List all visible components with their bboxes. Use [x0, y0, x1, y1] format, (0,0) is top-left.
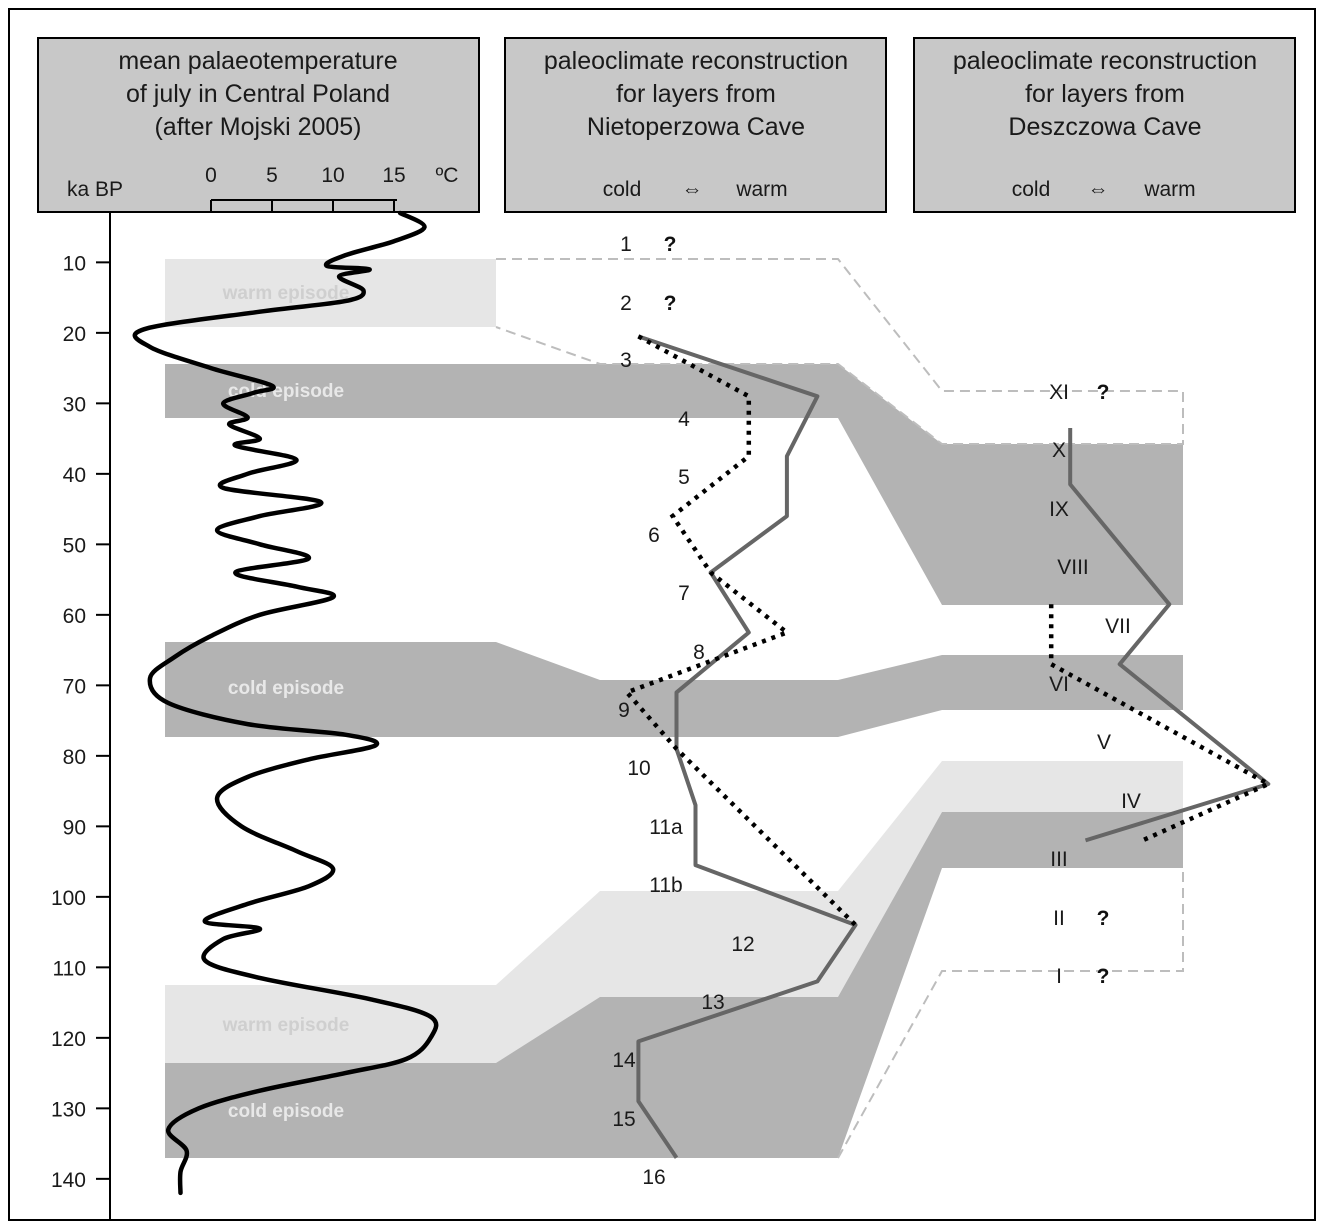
- scale-arrow: ⇔: [682, 178, 703, 201]
- episode-label: warm episode: [222, 1015, 350, 1036]
- deszczowa-layer-label: VII: [1105, 615, 1131, 638]
- header-deszczowa-box: [913, 37, 1296, 213]
- header-deszczowa-title-line: paleoclimate reconstruction: [953, 47, 1257, 75]
- header-nietoperzowa-title-line: for layers from: [616, 80, 776, 108]
- age-tick-label: 40: [63, 464, 86, 487]
- temperature-curve: [132, 210, 439, 1196]
- nietoperzowa-layer-labels: 1 ? 2 ? 3 4 5 6 7 8 9 10 11a 11b 12 13 14 15 16: [612, 233, 754, 1189]
- deszczowa-layer-label: XI: [1049, 381, 1069, 404]
- age-ticks: 10 20 30 40 50 60 70 80 90 100 110 120 130 140: [51, 252, 110, 1192]
- nietoperzowa-layer-label: 6: [648, 524, 660, 547]
- deszczowa-layer-label: X: [1052, 439, 1066, 462]
- age-tick-label: 70: [63, 675, 86, 698]
- correlation-dash-lines: [495, 258, 1184, 1159]
- age-tick-label: 90: [63, 816, 86, 839]
- episode-label: cold episode: [228, 1101, 344, 1122]
- deszczowa-layer-label: IV: [1121, 790, 1141, 813]
- temperature-tick-label: 5: [266, 164, 278, 187]
- age-tick-label: 140: [51, 1169, 86, 1192]
- scale-cold: cold: [1012, 178, 1051, 201]
- nietoperzowa-dotted-line: [623, 334, 858, 927]
- nietoperzowa-layer-label: 2: [620, 292, 632, 315]
- header-temperature-title-line: mean palaeotemperature: [118, 47, 397, 75]
- age-tick-label: 80: [63, 746, 86, 769]
- header-deszczowa-title-line: for layers from: [1025, 80, 1185, 108]
- nietoperzowa-layer-label: 4: [678, 408, 690, 431]
- deszczowa-solid-line: [1068, 428, 1271, 843]
- cold-episode-band-3: [165, 812, 1183, 1158]
- episode-label: cold episode: [228, 678, 344, 699]
- nietoperzowa-layer-label: 9: [618, 699, 630, 722]
- nietoperzowa-layer-label: 10: [627, 757, 650, 780]
- header-deszczowa: paleoclimate reconstruction for layers f…: [913, 37, 1296, 213]
- episode-bands: [165, 259, 1183, 1158]
- cold-episode-band-1: [165, 364, 1183, 605]
- temperature-tick-label: 10: [321, 164, 344, 187]
- nietoperzowa-layer-label: 12: [731, 933, 754, 956]
- nietoperzowa-layer-label: 1: [620, 233, 632, 256]
- scale-arrow: ⇔: [1088, 178, 1109, 201]
- scale-cold: cold: [603, 178, 642, 201]
- episode-labels: warm episode cold episode cold episode w…: [222, 283, 350, 1122]
- scale-warm: warm: [735, 178, 787, 201]
- nietoperzowa-layer-label: 11a: [649, 816, 683, 839]
- warm-episode-band-1: [165, 259, 496, 327]
- header-nietoperzowa-title-line: paleoclimate reconstruction: [544, 47, 848, 75]
- nietoperzowa-layer-label: 16: [642, 1166, 665, 1189]
- temperature-tick-label: 15: [382, 164, 405, 187]
- age-tick-label: 100: [51, 887, 86, 910]
- header-nietoperzowa-box: [504, 37, 887, 213]
- unknown-marker: ?: [1097, 965, 1110, 988]
- cold-episode-band-2: [165, 642, 1183, 737]
- deszczowa-dotted-line: [1048, 604, 1274, 843]
- deszczowa-layer-label: IX: [1049, 498, 1069, 521]
- unknown-marker: ?: [1097, 381, 1110, 404]
- deszczowa-layer-label: VI: [1049, 673, 1069, 696]
- age-tick-label: 10: [63, 252, 86, 275]
- header-temperature-box: [37, 37, 480, 213]
- temperature-tick-label: 0: [205, 164, 217, 187]
- nietoperzowa-layer-label: 15: [612, 1108, 635, 1131]
- episode-label: cold episode: [228, 381, 344, 402]
- age-tick-label: 20: [63, 323, 86, 346]
- header-deszczowa-title-line: Deszczowa Cave: [1008, 113, 1201, 141]
- nietoperzowa-layer-label: 8: [693, 641, 705, 664]
- nietoperzowa-layer-label: 7: [678, 582, 690, 605]
- header-temperature-title-line: (after Mojski 2005): [154, 113, 361, 141]
- deszczowa-layer-label: I: [1056, 965, 1062, 988]
- age-tick-label: 50: [63, 534, 86, 557]
- unknown-marker: ?: [1097, 907, 1110, 930]
- nietoperzowa-layer-label: 14: [612, 1049, 636, 1072]
- nietoperzowa-layer-label: 5: [678, 466, 690, 489]
- age-tick-label: 60: [63, 605, 86, 628]
- nietoperzowa-layer-label: 11b: [649, 874, 682, 897]
- header-nietoperzowa: paleoclimate reconstruction for layers f…: [504, 37, 887, 213]
- deszczowa-layer-label: VIII: [1057, 556, 1089, 579]
- header-temperature-title-line: of july in Central Poland: [126, 80, 390, 108]
- header-temperature: mean palaeotemperature of july in Centra…: [37, 37, 480, 213]
- episode-label: warm episode: [222, 283, 350, 304]
- deszczowa-layer-label: III: [1050, 848, 1068, 871]
- age-tick-label: 120: [51, 1028, 86, 1051]
- temperature-unit: ºC: [436, 164, 459, 187]
- age-tick-label: 30: [63, 393, 86, 416]
- age-tick-label: 130: [51, 1098, 86, 1121]
- temperature-ticks: 0 5 10 15: [205, 164, 406, 212]
- deszczowa-layer-label: II: [1053, 907, 1065, 930]
- unknown-marker: ?: [664, 233, 677, 256]
- upper-correlation-outline: [495, 258, 1184, 445]
- deszczowa-layer-label: V: [1097, 731, 1111, 754]
- nietoperzowa-layer-label: 13: [701, 991, 724, 1014]
- nietoperzowa-layer-label: 3: [620, 349, 632, 372]
- age-axis-label: ka BP: [67, 178, 123, 201]
- age-tick-label: 110: [53, 957, 86, 980]
- unknown-marker: ?: [664, 292, 677, 315]
- header-nietoperzowa-title-line: Nietoperzowa Cave: [587, 113, 805, 141]
- scale-warm: warm: [1143, 178, 1195, 201]
